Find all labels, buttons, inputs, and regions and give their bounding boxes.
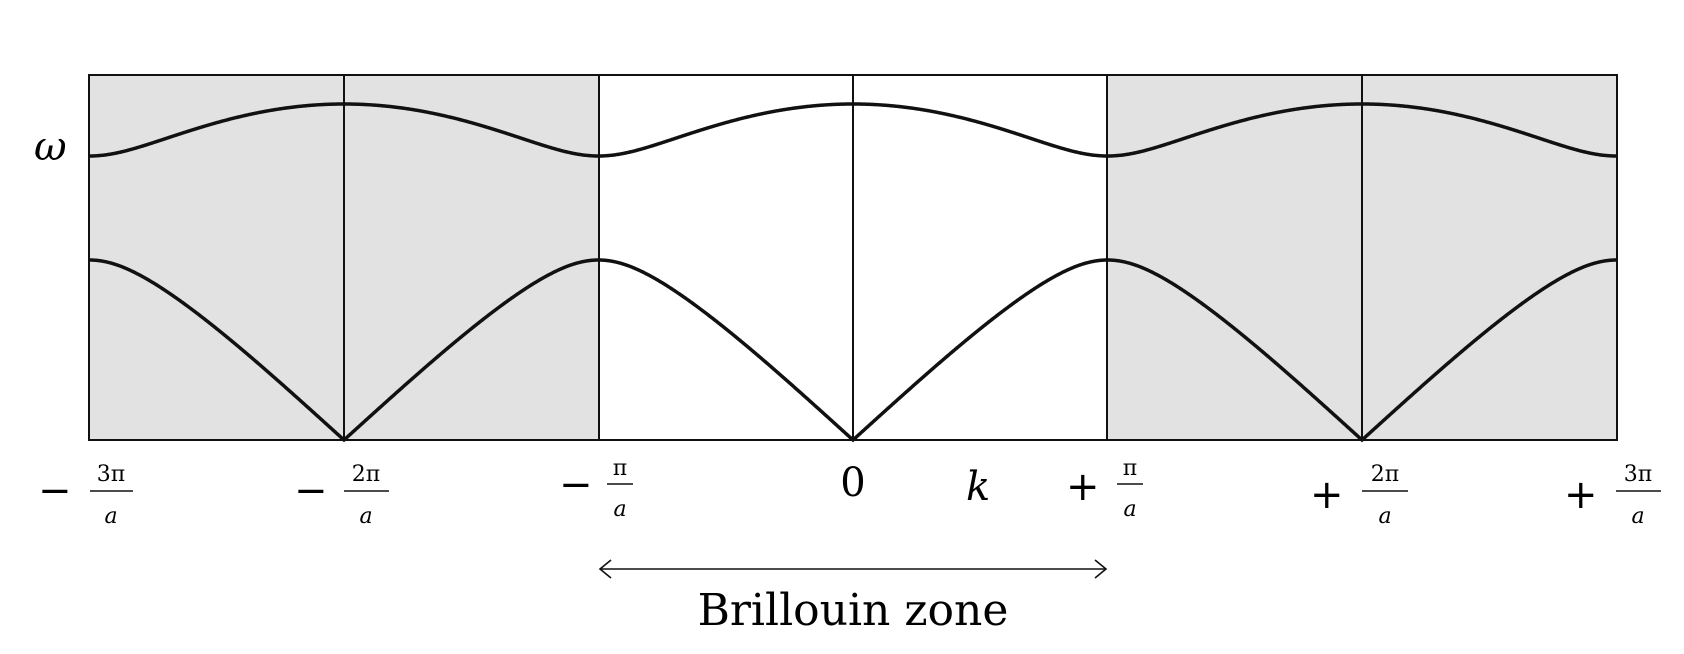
svg-text:+: +: [1066, 464, 1100, 510]
tick-plus-3pi-over-a: + 3π a: [1564, 462, 1661, 529]
svg-text:a: a: [359, 504, 372, 529]
svg-text:+: +: [1310, 472, 1344, 518]
tick-minus-3pi-over-a: − 3π a: [38, 462, 133, 529]
tick-minus-2pi-over-a: − 2π a: [294, 462, 389, 529]
svg-text:π: π: [613, 456, 627, 481]
acoustic-branch-curve: [89, 258, 1617, 443]
svg-text:0: 0: [840, 460, 865, 506]
svg-text:a: a: [1631, 504, 1644, 529]
svg-text:π: π: [1123, 456, 1137, 481]
omega-axis-label: ω: [34, 124, 67, 170]
svg-text:a: a: [613, 497, 626, 522]
svg-text:−: −: [38, 468, 72, 514]
svg-text:a: a: [1378, 504, 1391, 529]
svg-text:a: a: [104, 504, 117, 529]
svg-text:+: +: [1564, 472, 1598, 518]
optical-branch-curve: [89, 102, 1617, 158]
tick-minus-pi-over-a: − π a: [559, 456, 633, 522]
svg-text:3π: 3π: [1624, 462, 1652, 487]
tick-plus-pi-over-a: + π a: [1066, 456, 1143, 522]
svg-text:a: a: [1123, 497, 1136, 522]
svg-text:−: −: [294, 468, 328, 514]
tick-plus-2pi-over-a: + 2π a: [1310, 462, 1408, 529]
svg-text:3π: 3π: [97, 462, 125, 487]
svg-text:2π: 2π: [352, 462, 380, 487]
brillouin-zone-label: Brillouin zone: [698, 585, 1009, 636]
svg-text:2π: 2π: [1371, 462, 1399, 487]
tick-zero: 0: [840, 460, 865, 506]
k-axis-label: k: [966, 464, 990, 510]
svg-text:−: −: [559, 462, 593, 508]
brillouin-zone-arrow: [598, 559, 1108, 579]
